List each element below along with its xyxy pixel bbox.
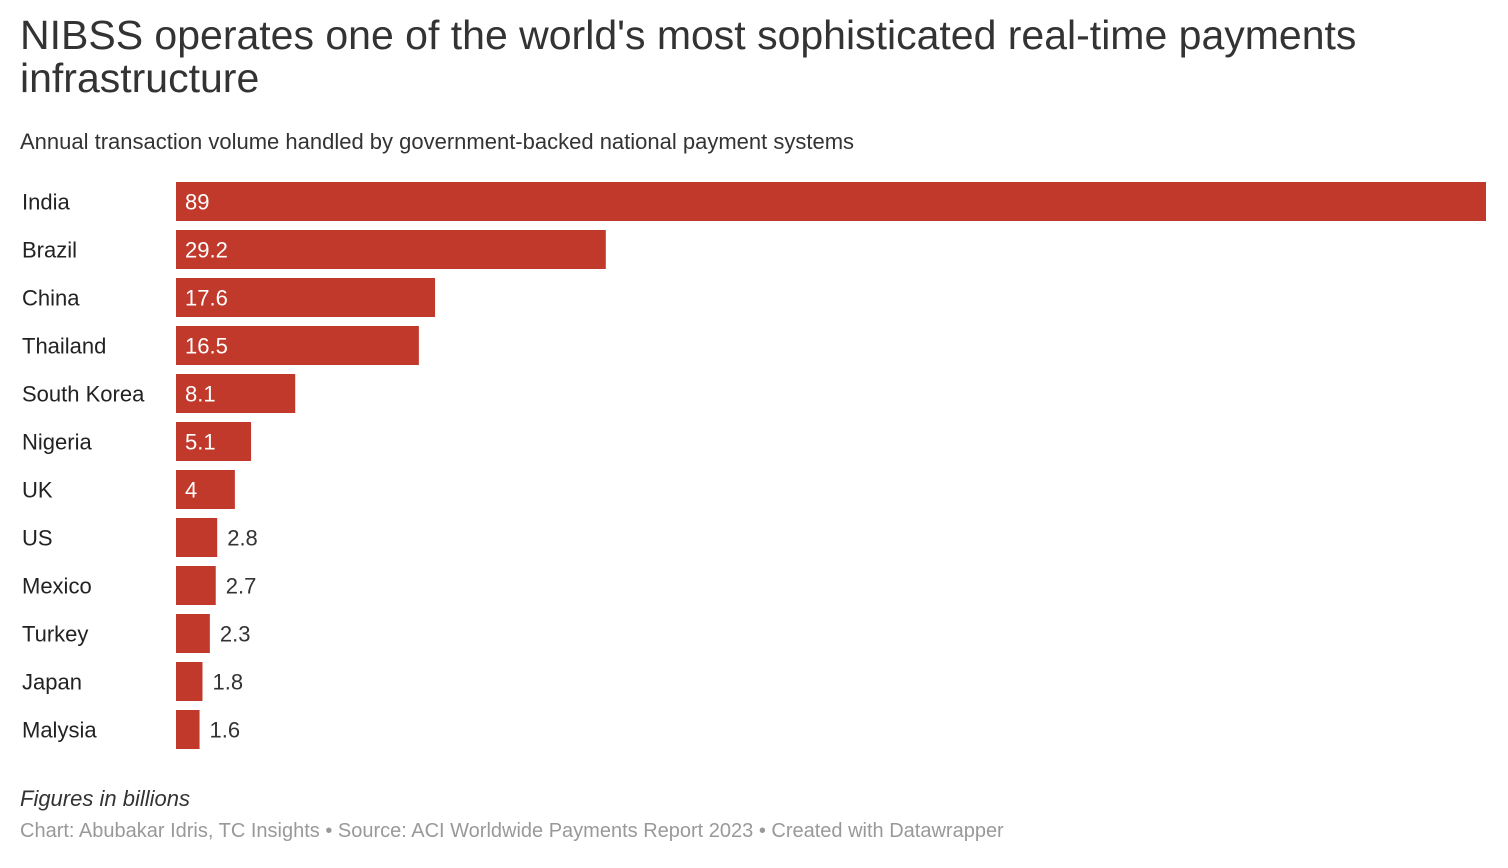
- value-label: 17.6: [185, 286, 228, 311]
- category-label: Thailand: [22, 334, 106, 359]
- bar-row: Nigeria 5.1: [22, 422, 252, 461]
- bar-row: Brazil 29.2: [22, 230, 606, 269]
- bar-row: US 2.8: [22, 518, 258, 557]
- value-label: 5.1: [185, 430, 216, 455]
- bar: [176, 326, 419, 365]
- category-label: China: [22, 286, 80, 311]
- bar-row: Malysia 1.6: [22, 710, 240, 749]
- bar-row: Thailand 16.5: [22, 326, 419, 365]
- value-label: 89: [185, 190, 209, 215]
- category-label: Turkey: [22, 622, 88, 647]
- category-label: US: [22, 526, 53, 551]
- bar: [176, 614, 210, 653]
- bar: [176, 710, 200, 749]
- value-label: 29.2: [185, 238, 228, 263]
- bar: [176, 278, 436, 317]
- chart-title: NIBSS operates one of the world's most s…: [20, 12, 1357, 101]
- bar-row: UK 4: [22, 470, 235, 509]
- bar-row: India 89: [22, 182, 1486, 221]
- bar: [176, 230, 606, 269]
- bar-row: Mexico 2.7: [22, 566, 256, 605]
- category-label: Malysia: [22, 718, 97, 743]
- value-label: 4: [185, 478, 197, 503]
- category-label: South Korea: [22, 382, 145, 407]
- category-label: Japan: [22, 670, 82, 695]
- value-label: 2.7: [226, 574, 257, 599]
- value-label: 2.8: [227, 526, 258, 551]
- value-label: 1.8: [212, 670, 243, 695]
- category-label: India: [22, 190, 70, 215]
- chart-footer: Chart: Abubakar Idris, TC Insights • Sou…: [20, 820, 1004, 842]
- category-label: Brazil: [22, 238, 77, 263]
- bar: [176, 566, 216, 605]
- bar: [176, 470, 235, 509]
- chart-subtitle: Annual transaction volume handled by gov…: [20, 129, 855, 154]
- bar: [176, 662, 203, 701]
- bar-row: South Korea 8.1: [22, 374, 296, 413]
- category-label: Nigeria: [22, 430, 92, 455]
- bar: [176, 422, 252, 461]
- chart-notes: Figures in billions: [20, 786, 190, 811]
- value-label: 1.6: [210, 718, 241, 743]
- bar-row: Japan 1.8: [22, 662, 243, 701]
- bar-row: Turkey 2.3: [22, 614, 250, 653]
- bar: [176, 518, 218, 557]
- value-label: 8.1: [185, 382, 216, 407]
- category-label: Mexico: [22, 574, 92, 599]
- bar-row: China 17.6: [22, 278, 436, 317]
- value-label: 2.3: [220, 622, 251, 647]
- category-label: UK: [22, 478, 53, 503]
- value-label: 16.5: [185, 334, 228, 359]
- bar: [176, 182, 1486, 221]
- bar: [176, 374, 296, 413]
